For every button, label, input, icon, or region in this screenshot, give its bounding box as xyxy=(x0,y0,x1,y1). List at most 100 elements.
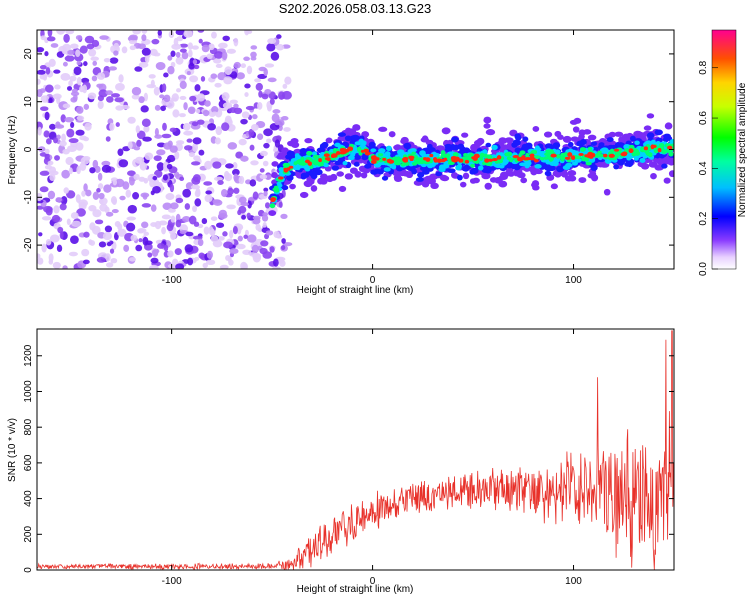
spectrogram-noise-cell xyxy=(47,190,56,200)
spectrogram-signal-cell xyxy=(402,159,409,163)
spectrogram-noise-cell xyxy=(259,168,265,173)
spectrogram-x-tick-label: -100 xyxy=(162,275,182,286)
spectrogram-noise-cell xyxy=(210,73,218,79)
spectrogram-noise-cell xyxy=(193,64,200,70)
spectrogram-noise-cell xyxy=(96,72,106,80)
spectrogram-noise-cell xyxy=(101,160,111,167)
spectrogram-noise-cell xyxy=(62,265,68,269)
spectrogram-noise-cell xyxy=(218,42,228,49)
spectrogram-noise-cell xyxy=(41,243,47,253)
spectrogram-noise-cell xyxy=(194,84,201,92)
spectrogram-noise-cell xyxy=(182,188,192,198)
spectrogram-noise-cell xyxy=(39,88,46,93)
spectrogram-noise-cell xyxy=(165,100,175,109)
spectrogram-signal-cell xyxy=(517,156,524,162)
spectrogram-signal-cell xyxy=(567,170,577,177)
spectrogram-signal-cell xyxy=(668,151,674,157)
spectrogram-noise-cell xyxy=(244,92,249,97)
spectrogram-noise-cell xyxy=(222,231,228,237)
spectrogram-noise-cell xyxy=(221,51,228,61)
spectrogram-noise-cell xyxy=(163,94,171,103)
spectrogram-signal-cell xyxy=(415,177,424,182)
spectrogram-noise-cell xyxy=(150,204,157,212)
spectrogram-noise-cell xyxy=(282,83,288,89)
spectrogram-noise-cell xyxy=(170,231,177,241)
spectrogram-noise-cell xyxy=(141,118,151,128)
spectrogram-noise-cell xyxy=(169,145,178,153)
spectrogram-noise-cell xyxy=(96,83,104,88)
spectrogram-signal-cell xyxy=(429,153,434,158)
spectrogram-signal-cell xyxy=(552,142,561,149)
spectrogram-signal-cell xyxy=(440,150,446,155)
spectrogram-signal-cell xyxy=(454,157,460,162)
spectrogram-noise-cell xyxy=(109,248,115,254)
spectrogram-noise-cell xyxy=(53,205,60,214)
spectrogram-noise-cell xyxy=(132,191,140,200)
spectrogram-signal-cell xyxy=(469,152,474,157)
spectrogram-noise-cell xyxy=(114,97,125,103)
spectrogram-noise-cell xyxy=(241,111,250,119)
spectrogram-noise-cell xyxy=(275,44,285,51)
spectrogram-noise-cell xyxy=(39,186,49,193)
spectrogram-noise-cell xyxy=(97,172,103,181)
spectrogram-noise-cell xyxy=(82,259,90,265)
spectrogram-noise-cell xyxy=(144,152,154,161)
spectrogram-noise-cell xyxy=(138,96,145,104)
spectrogram-noise-cell xyxy=(191,121,199,127)
spectrogram-signal-cell xyxy=(473,139,483,147)
spectrogram-signal-cell xyxy=(391,156,399,162)
spectrogram-noise-cell xyxy=(75,129,85,136)
spectrogram-signal-cell xyxy=(423,175,433,183)
spectrogram-noise-cell xyxy=(265,230,274,236)
spectrogram-signal-cell xyxy=(285,174,294,181)
spectrogram-signal-cell xyxy=(455,164,462,171)
spectrogram-noise-cell xyxy=(97,95,104,102)
spectrogram-noise-cell xyxy=(278,201,283,208)
spectrogram-signal-cell xyxy=(618,136,626,144)
spectrogram-noise-cell xyxy=(59,231,64,240)
spectrogram-signal-cell xyxy=(386,158,393,163)
spectrogram-noise-cell xyxy=(204,160,213,170)
spectrogram-noise-cell xyxy=(39,170,50,176)
spectrogram-signal-cell xyxy=(644,140,652,146)
spectrogram-signal-cell xyxy=(408,155,415,160)
spectrogram-signal-cell xyxy=(492,157,498,162)
spectrogram-noise-cell xyxy=(111,198,117,205)
spectrogram-signal-cell xyxy=(528,157,536,161)
spectrogram-signal-cell xyxy=(318,158,322,163)
spectrogram-noise-cell xyxy=(141,30,148,34)
spectrogram-noise-cell xyxy=(167,55,173,61)
spectrogram-noise-cell xyxy=(44,111,50,121)
spectrogram-noise-cell xyxy=(55,197,63,203)
spectrogram-signal-cell xyxy=(469,178,477,184)
spectrogram-signal-cell xyxy=(554,149,561,155)
spectrogram-signal-cell xyxy=(271,172,278,179)
spectrogram-noise-cell xyxy=(225,163,234,169)
spectrogram-noise-cell xyxy=(210,228,216,238)
spectrogram-noise-cell xyxy=(88,239,93,245)
spectrogram-signal-cell xyxy=(477,165,484,171)
spectrogram-signal-cell xyxy=(413,157,420,162)
spectrogram-noise-cell xyxy=(252,215,261,221)
spectrogram-noise-cell xyxy=(270,51,280,61)
spectrogram-noise-cell xyxy=(115,122,120,128)
spectrogram-noise-cell xyxy=(135,244,143,252)
spectrogram-noise-cell xyxy=(263,142,270,149)
spectrogram-noise-cell xyxy=(37,126,42,136)
spectrogram-signal-cell xyxy=(344,173,354,180)
spectrogram-noise-cell xyxy=(189,95,197,102)
spectrogram-noise-cell xyxy=(225,255,231,262)
spectrogram-noise-cell xyxy=(60,72,71,81)
spectrogram-noise-cell xyxy=(149,179,156,188)
snr-x-tick-label: -100 xyxy=(162,576,182,587)
spectrogram-noise-cell xyxy=(281,238,286,244)
spectrogram-noise-cell xyxy=(255,82,263,91)
spectrogram-noise-cell xyxy=(264,202,271,209)
spectrogram-signal-cell xyxy=(340,150,347,155)
figure-title: S202.2026.058.03.13.G23 xyxy=(279,1,432,16)
spectrogram-noise-cell xyxy=(188,49,193,58)
spectrogram-signal-cell xyxy=(646,132,655,139)
spectrogram-signal-cell xyxy=(360,149,365,153)
spectrogram-signal-cell xyxy=(550,183,558,190)
spectrogram-signal-cell xyxy=(624,161,632,167)
